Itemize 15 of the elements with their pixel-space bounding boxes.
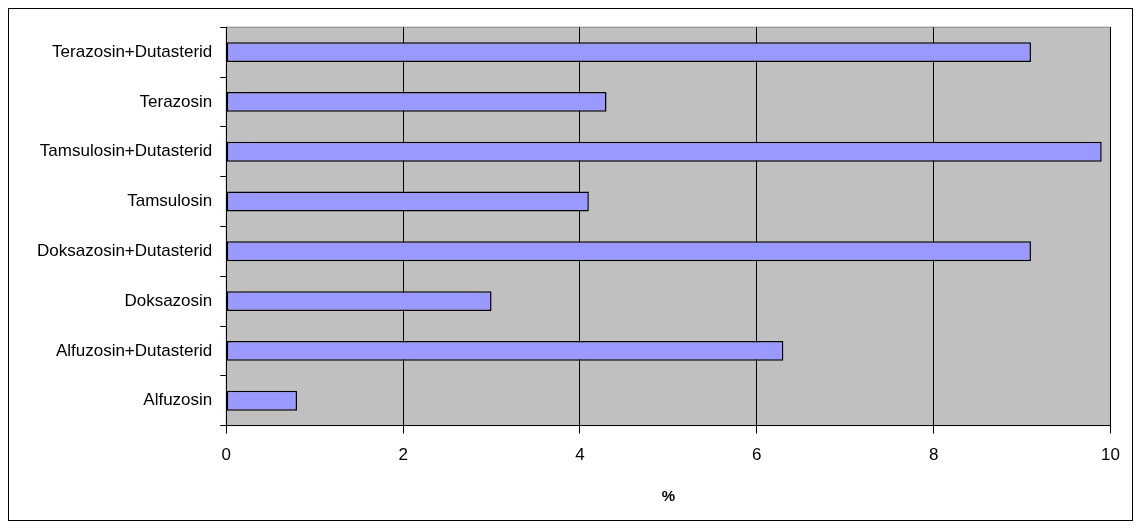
y-tick-label: Terazosin+Dutasterid — [52, 41, 213, 61]
y-tick-label: Alfuzosin — [143, 390, 213, 410]
x-tick-label: 0 — [221, 445, 232, 465]
y-tick-label: Alfuzosin+Dutasterid — [55, 340, 213, 360]
x-tick-label: 10 — [1101, 445, 1121, 465]
y-tick-label: Doksazosin+Dutasterid — [37, 240, 213, 260]
x-tick-label: 6 — [752, 445, 762, 465]
y-tick-label: Terazosin — [139, 91, 213, 111]
x-axis-title: % — [661, 487, 676, 505]
y-tick-label: Tamsulosin — [127, 191, 213, 211]
y-tick-label: Doksazosin — [124, 290, 213, 310]
x-tick-label: 8 — [928, 445, 939, 465]
y-tick-label: Tamsulosin+Dutasterid — [39, 141, 213, 161]
x-tick-label: 4 — [575, 445, 585, 465]
x-tick-label: 2 — [398, 445, 408, 465]
